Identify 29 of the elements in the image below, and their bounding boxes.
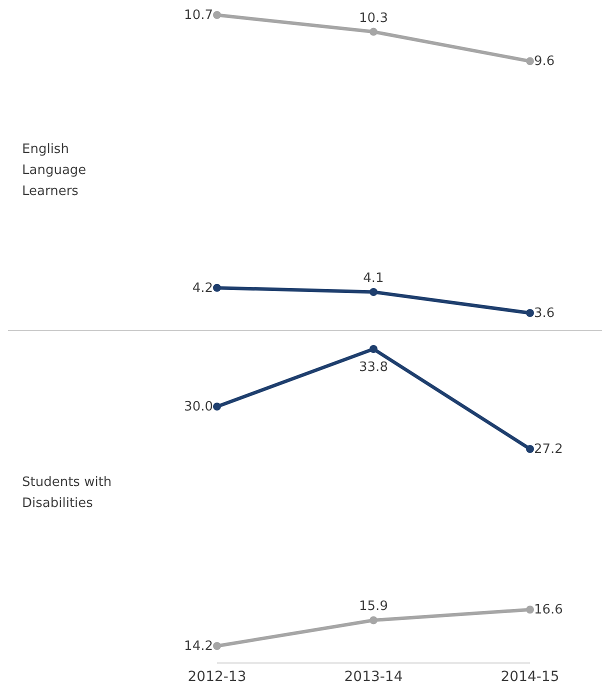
data-label: 10.7	[184, 8, 213, 23]
data-label: 14.2	[184, 639, 213, 654]
x-tick-label: 2012-13	[188, 668, 246, 685]
x-tick-label: 2014-15	[500, 668, 560, 685]
data-label: 16.6	[534, 602, 563, 618]
point	[526, 445, 534, 454]
data-label: 4.1	[363, 271, 384, 286]
point	[526, 57, 534, 66]
point	[213, 642, 221, 650]
point	[213, 11, 221, 19]
y-axis-title: English Language Learners	[22, 141, 88, 201]
y-axis-title: Students with Disabilities	[22, 474, 112, 513]
data-label: 27.2	[534, 442, 563, 458]
data-label: 9.6	[534, 54, 555, 70]
point	[526, 309, 534, 317]
point	[370, 616, 378, 624]
point	[213, 284, 221, 292]
data-label: 3.6	[534, 306, 555, 321]
point	[526, 606, 534, 614]
point	[213, 402, 221, 411]
point	[370, 28, 378, 36]
x-tick-label: 2013-14	[344, 668, 403, 685]
data-label: 4.2	[192, 280, 213, 296]
data-label: 10.3	[359, 10, 388, 26]
point	[370, 288, 378, 296]
point	[370, 345, 378, 353]
data-label: 30.0	[184, 400, 213, 415]
data-label: 33.8	[359, 360, 388, 375]
data-label: 15.9	[359, 599, 388, 614]
